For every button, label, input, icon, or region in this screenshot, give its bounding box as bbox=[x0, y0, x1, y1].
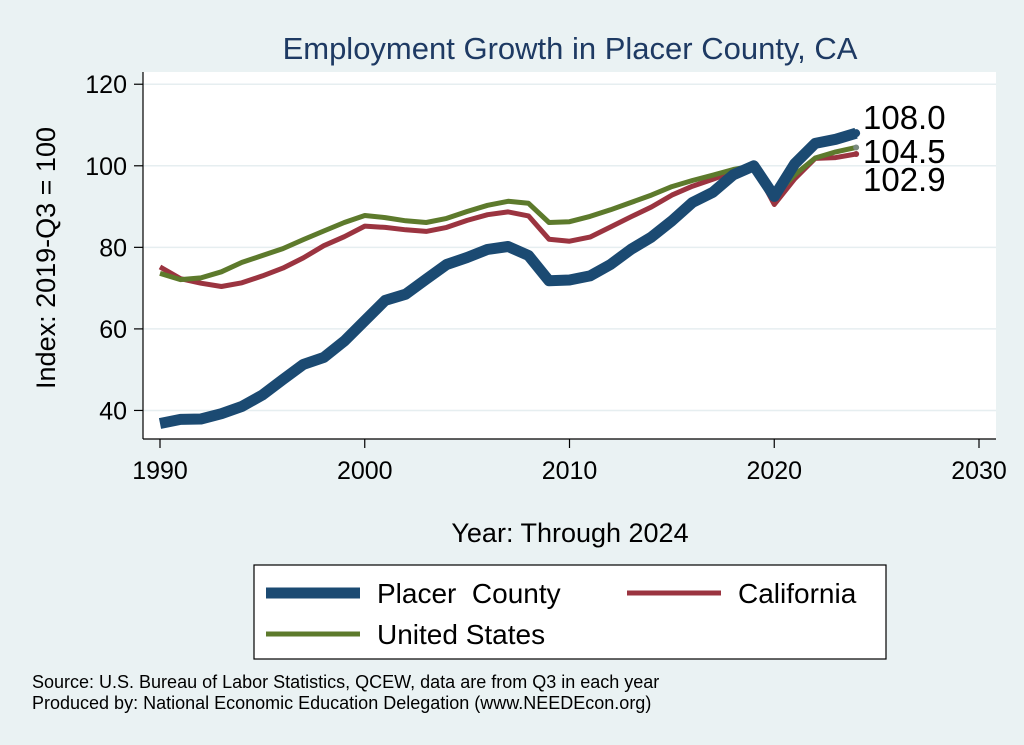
source-note: Source: U.S. Bureau of Labor Statistics,… bbox=[32, 672, 659, 692]
legend: Placer County California United States bbox=[253, 564, 887, 660]
series-line-placer-county bbox=[158, 127, 858, 429]
legend-box bbox=[253, 564, 887, 660]
x-tick-label: 2030 bbox=[951, 457, 1007, 485]
legend-label-california: California bbox=[738, 578, 857, 609]
legend-label-placer: Placer County bbox=[377, 578, 561, 609]
y-axis-ticks: 40 60 80 100 120 bbox=[85, 71, 143, 425]
produced-by-note: Produced by: National Economic Education… bbox=[32, 693, 651, 713]
y-axis-title: Index: 2019-Q3 = 100 bbox=[31, 127, 61, 389]
x-axis-title: Year: Through 2024 bbox=[451, 518, 688, 548]
x-tick-label: 2010 bbox=[542, 457, 598, 485]
x-tick-label: 1990 bbox=[132, 457, 188, 485]
y-tick-label: 80 bbox=[99, 234, 127, 262]
chart-title: Employment Growth in Placer County, CA bbox=[283, 31, 858, 66]
series-end-marker bbox=[852, 129, 861, 138]
legend-label-us: United States bbox=[377, 619, 545, 650]
end-value-label: 102.9 bbox=[863, 161, 946, 198]
series-end-marker bbox=[853, 144, 860, 151]
x-tick-label: 2000 bbox=[337, 457, 393, 485]
end-value-label: 104.5 bbox=[863, 133, 946, 170]
y-tick-label: 40 bbox=[99, 397, 127, 425]
x-tick-label: 2020 bbox=[746, 457, 802, 485]
y-tick-label: 120 bbox=[85, 71, 127, 99]
y-tick-label: 60 bbox=[99, 316, 127, 344]
series-end-marker bbox=[853, 150, 860, 157]
y-tick-label: 100 bbox=[85, 153, 127, 181]
x-axis-ticks: 1990 2000 2010 2020 2030 bbox=[132, 439, 1007, 485]
end-value-label: 108.0 bbox=[863, 99, 946, 136]
series-lines bbox=[158, 127, 861, 429]
